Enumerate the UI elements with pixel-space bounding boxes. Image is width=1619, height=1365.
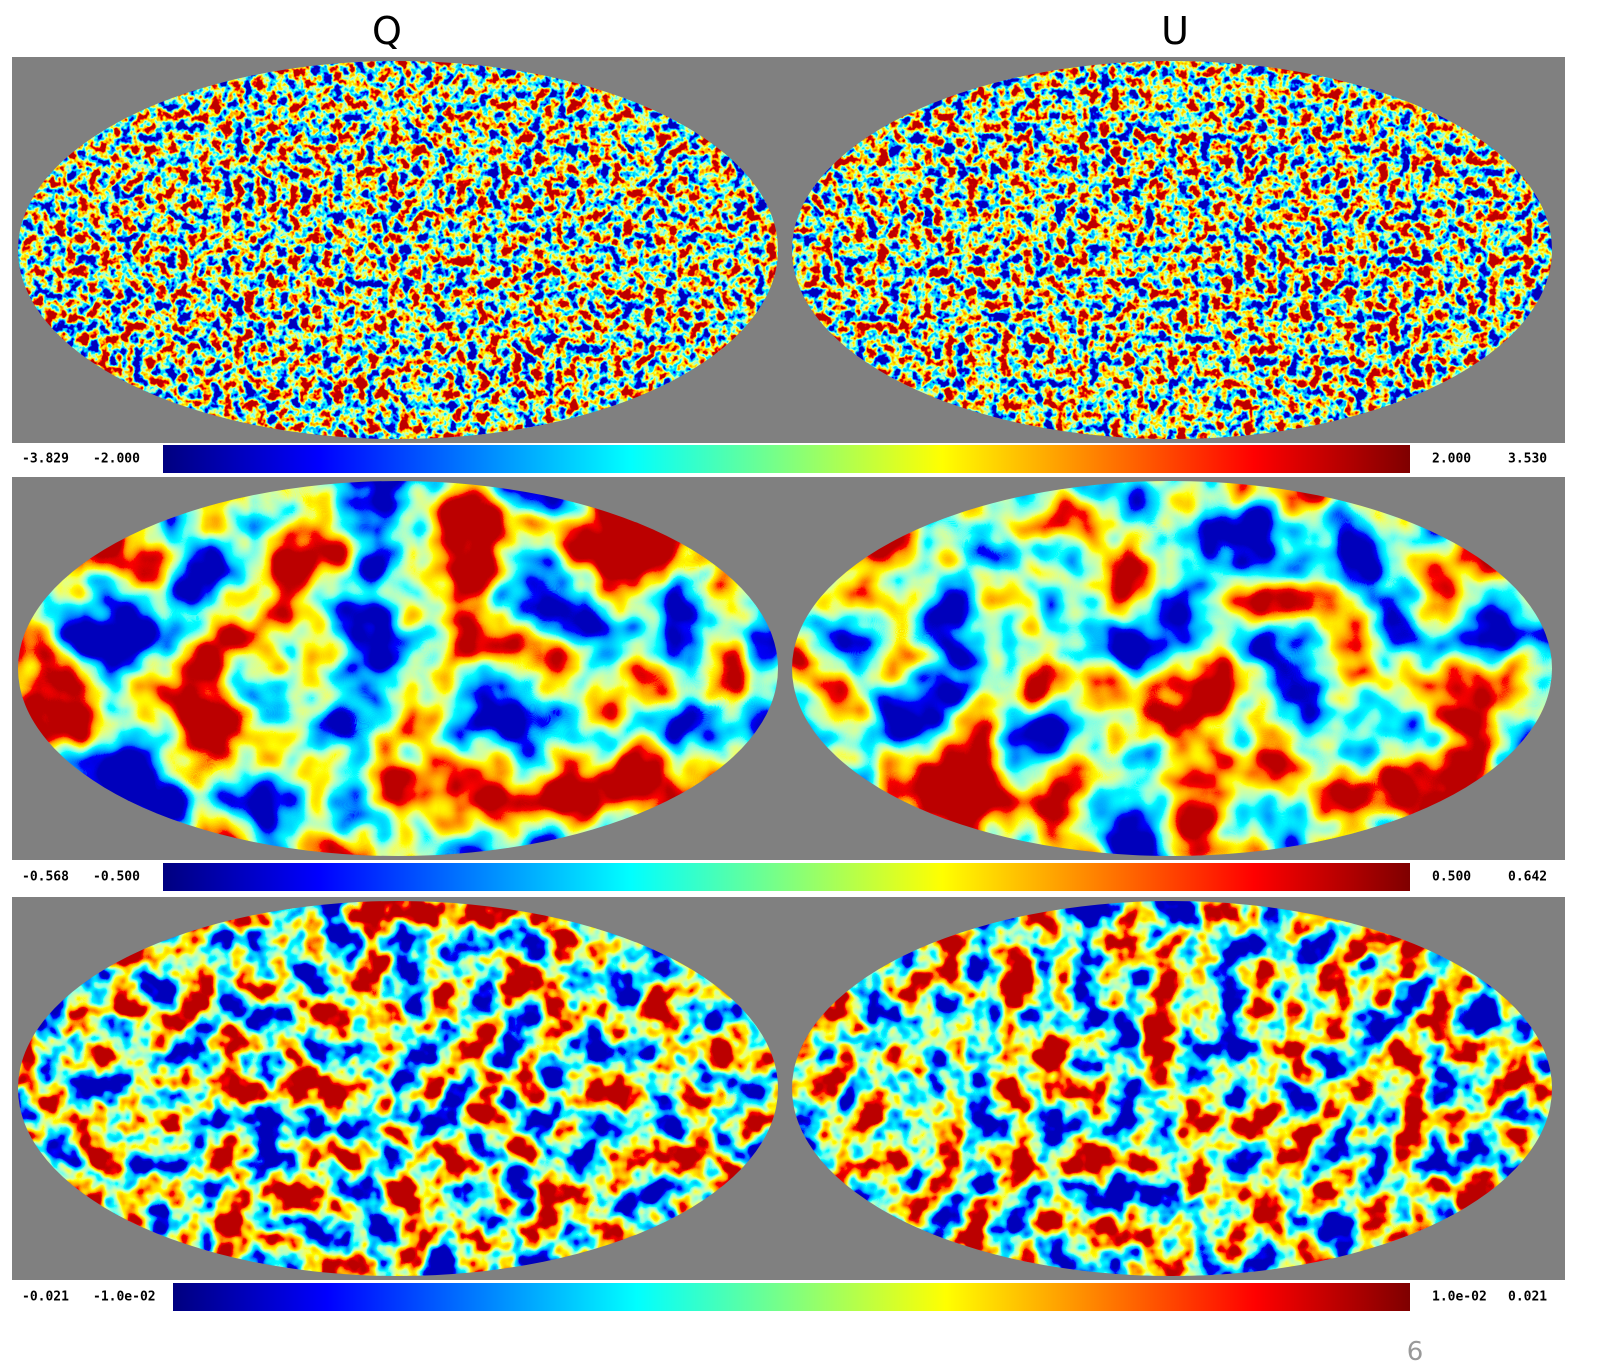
colorbar-min: -3.829 [22,452,69,467]
colorbar-high: 2.000 [1432,452,1471,467]
colorbar-low: -2.000 [93,452,140,467]
colorbar-low: -0.500 [93,870,140,885]
column-title: Q [372,9,402,53]
column-title: U [1161,9,1189,53]
colorbar-max: 0.021 [1508,1290,1547,1305]
sky-map [18,481,778,856]
colorbar [163,863,1410,891]
colorbar-min: -0.568 [22,870,69,885]
colorbar-min: -0.021 [22,1290,69,1305]
colorbar-max: 3.530 [1508,452,1547,467]
sky-map [792,61,1552,439]
colorbar [173,1283,1410,1311]
colorbar [163,445,1410,473]
page-number: 6 [1407,1337,1424,1365]
sky-map [18,901,778,1276]
sky-map [792,901,1552,1276]
sky-map [792,481,1552,856]
colorbar-high: 0.500 [1432,870,1471,885]
colorbar-low: -1.0e-02 [93,1290,156,1305]
sky-map [18,61,778,439]
colorbar-max: 0.642 [1508,870,1547,885]
colorbar-high: 1.0e-02 [1432,1290,1487,1305]
